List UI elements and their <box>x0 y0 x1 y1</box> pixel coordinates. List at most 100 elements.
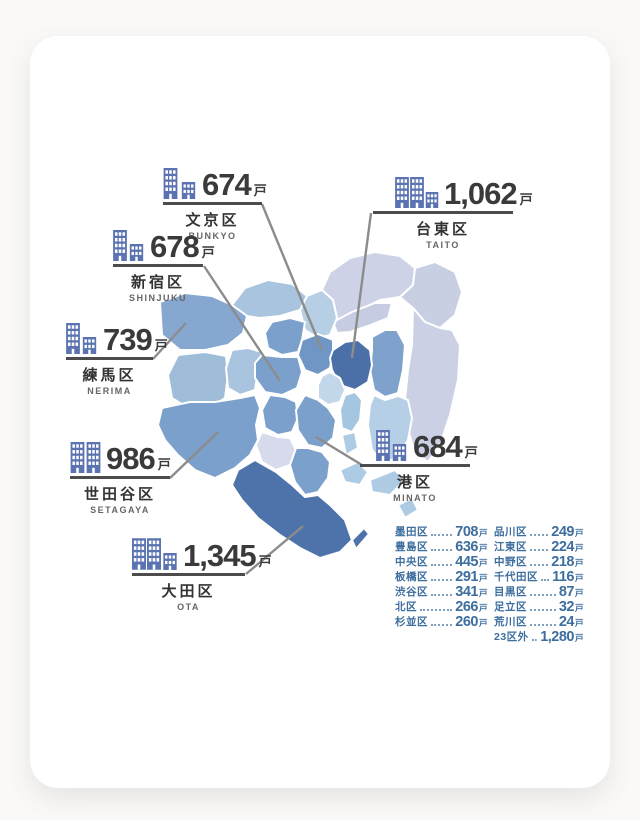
table-row: 中野区 218戸 <box>494 553 584 570</box>
unit-count: 739 戸 <box>103 321 168 357</box>
bay-island-strip <box>369 469 406 496</box>
ward-name-en: MINATO <box>393 493 437 503</box>
table-row: 杉並区 260戸 <box>395 613 488 630</box>
ward-shinjuku <box>254 354 303 396</box>
table-row: 中央区 445戸 <box>395 553 488 570</box>
unit-suffix: 戸 <box>519 191 533 207</box>
row-value: 116戸 <box>552 568 583 585</box>
ward-chuo <box>339 391 363 433</box>
callout-minato-value-row: 684 戸 <box>360 429 478 467</box>
callout-shinjuku: 678 戸 新宿区 SHINJUKU <box>113 229 215 303</box>
row-value: 291戸 <box>455 568 487 585</box>
table-row: 板橋区 291戸 <box>395 568 488 585</box>
ward-shibuya <box>261 394 299 436</box>
dotted-leader <box>431 534 453 536</box>
row-value: 218戸 <box>551 553 583 570</box>
ward-name-ja: 港区 <box>396 474 433 491</box>
unit-count: 684 戸 <box>413 428 478 464</box>
ward-name-ja: 練馬区 <box>82 367 137 384</box>
bay-landfill <box>341 431 359 456</box>
row-label: 中央区 <box>395 556 428 568</box>
table-row: 23区外 1,280戸 <box>494 628 584 645</box>
ward-suginami <box>167 351 229 409</box>
row-value: 341戸 <box>455 583 487 600</box>
unit-suffix: 戸 <box>157 456 171 472</box>
unit-suffix: 戸 <box>574 617 584 628</box>
dotted-leader <box>431 624 453 626</box>
table-row: 江東区 224戸 <box>494 538 584 555</box>
row-label: 中野区 <box>494 556 527 568</box>
dotted-leader <box>541 579 550 581</box>
ward-name-en: SHINJUKU <box>128 293 187 303</box>
row-label: 豊島区 <box>395 541 428 553</box>
callout-minato: 684 戸 港区 MINATO <box>360 429 478 503</box>
callout-nerima: 739 戸 練馬区 NERIMA <box>66 322 168 396</box>
unit-suffix: 戸 <box>258 553 272 569</box>
bay-island-small <box>397 497 419 519</box>
row-label: 千代田区 <box>494 571 538 583</box>
row-label: 品川区 <box>494 526 527 538</box>
unit-suffix: 戸 <box>478 617 488 628</box>
row-label: 目黒区 <box>494 586 527 598</box>
buildings-icon <box>66 323 97 354</box>
callout-ota: 1,345 戸 大田区 OTA <box>132 537 272 612</box>
dotted-leader <box>530 624 556 626</box>
table-row: 北区 266戸 <box>395 599 488 614</box>
ward-sumida <box>369 329 406 398</box>
row-value: 1,280戸 <box>540 628 583 645</box>
table-row: 品川区 249戸 <box>494 524 584 539</box>
row-value: 636戸 <box>455 538 487 555</box>
dotted-leader <box>431 549 453 551</box>
callout-setagaya: 986 戸 世田谷区 SETAGAYA <box>70 440 171 515</box>
ward-name-en: NERIMA <box>87 386 132 396</box>
unit-suffix: 戸 <box>464 444 478 460</box>
callout-bunkyo: 674 戸 文京区 BUNKYO <box>163 167 267 241</box>
table-row: 墨田区 708戸 <box>395 523 488 540</box>
callout-ota-value-row: 1,345 戸 <box>132 537 272 576</box>
buildings-icon <box>70 442 101 473</box>
unit-suffix: 戸 <box>478 557 488 568</box>
ward-name-en: SETAGAYA <box>90 505 150 515</box>
ward-bunkyo <box>297 333 334 376</box>
buildings-icon <box>376 430 407 461</box>
row-value: 445戸 <box>455 553 488 570</box>
ward-edogawa <box>404 307 461 463</box>
callout-nerima-value-row: 739 戸 <box>66 322 168 360</box>
ward-name-ja: 台東区 <box>415 221 470 238</box>
ward-name-ja: 大田区 <box>161 583 216 600</box>
dotted-leader <box>530 549 549 551</box>
unit-count: 986 戸 <box>106 440 171 476</box>
row-value: 708戸 <box>455 523 488 540</box>
unit-suffix: 戸 <box>154 337 168 353</box>
row-label: 板橋区 <box>395 571 428 583</box>
table-column-right: 品川区 249戸 江東区 224戸 中野区 218戸 千代田区 116戸 目黒区 87戸 … <box>494 524 584 645</box>
dotted-leader <box>530 534 549 536</box>
unit-suffix: 戸 <box>478 602 488 613</box>
table-row: 荒川区 24戸 <box>494 614 584 629</box>
unit-suffix: 戸 <box>574 587 584 598</box>
unit-count: 678 戸 <box>150 228 215 264</box>
buildings-icon <box>395 177 439 208</box>
unit-count: 1,345 戸 <box>183 537 272 573</box>
table-row: 足立区 32戸 <box>494 598 584 615</box>
table-row: 千代田区 116戸 <box>494 568 584 585</box>
unit-suffix: 戸 <box>478 527 488 538</box>
callout-taito-value-row: 1,062 戸 <box>373 176 533 214</box>
dotted-leader <box>420 609 453 611</box>
row-value: 32戸 <box>558 598 584 615</box>
buildings-icon <box>113 230 144 261</box>
unit-suffix: 戸 <box>253 182 267 198</box>
row-label: 渋谷区 <box>395 586 428 598</box>
ward-name-ja: 新宿区 <box>130 274 185 291</box>
row-value: 260戸 <box>455 613 488 630</box>
row-value: 224戸 <box>551 538 584 555</box>
row-label: 墨田区 <box>395 526 428 538</box>
table-row: 渋谷区 341戸 <box>395 583 488 600</box>
unit-suffix: 戸 <box>574 542 584 553</box>
row-label: 荒川区 <box>494 616 527 628</box>
dotted-leader <box>530 564 549 566</box>
ward-name-en: OTA <box>177 602 200 612</box>
dotted-leader <box>530 594 556 596</box>
dotted-leader <box>431 579 453 581</box>
row-value: 87戸 <box>558 583 584 600</box>
